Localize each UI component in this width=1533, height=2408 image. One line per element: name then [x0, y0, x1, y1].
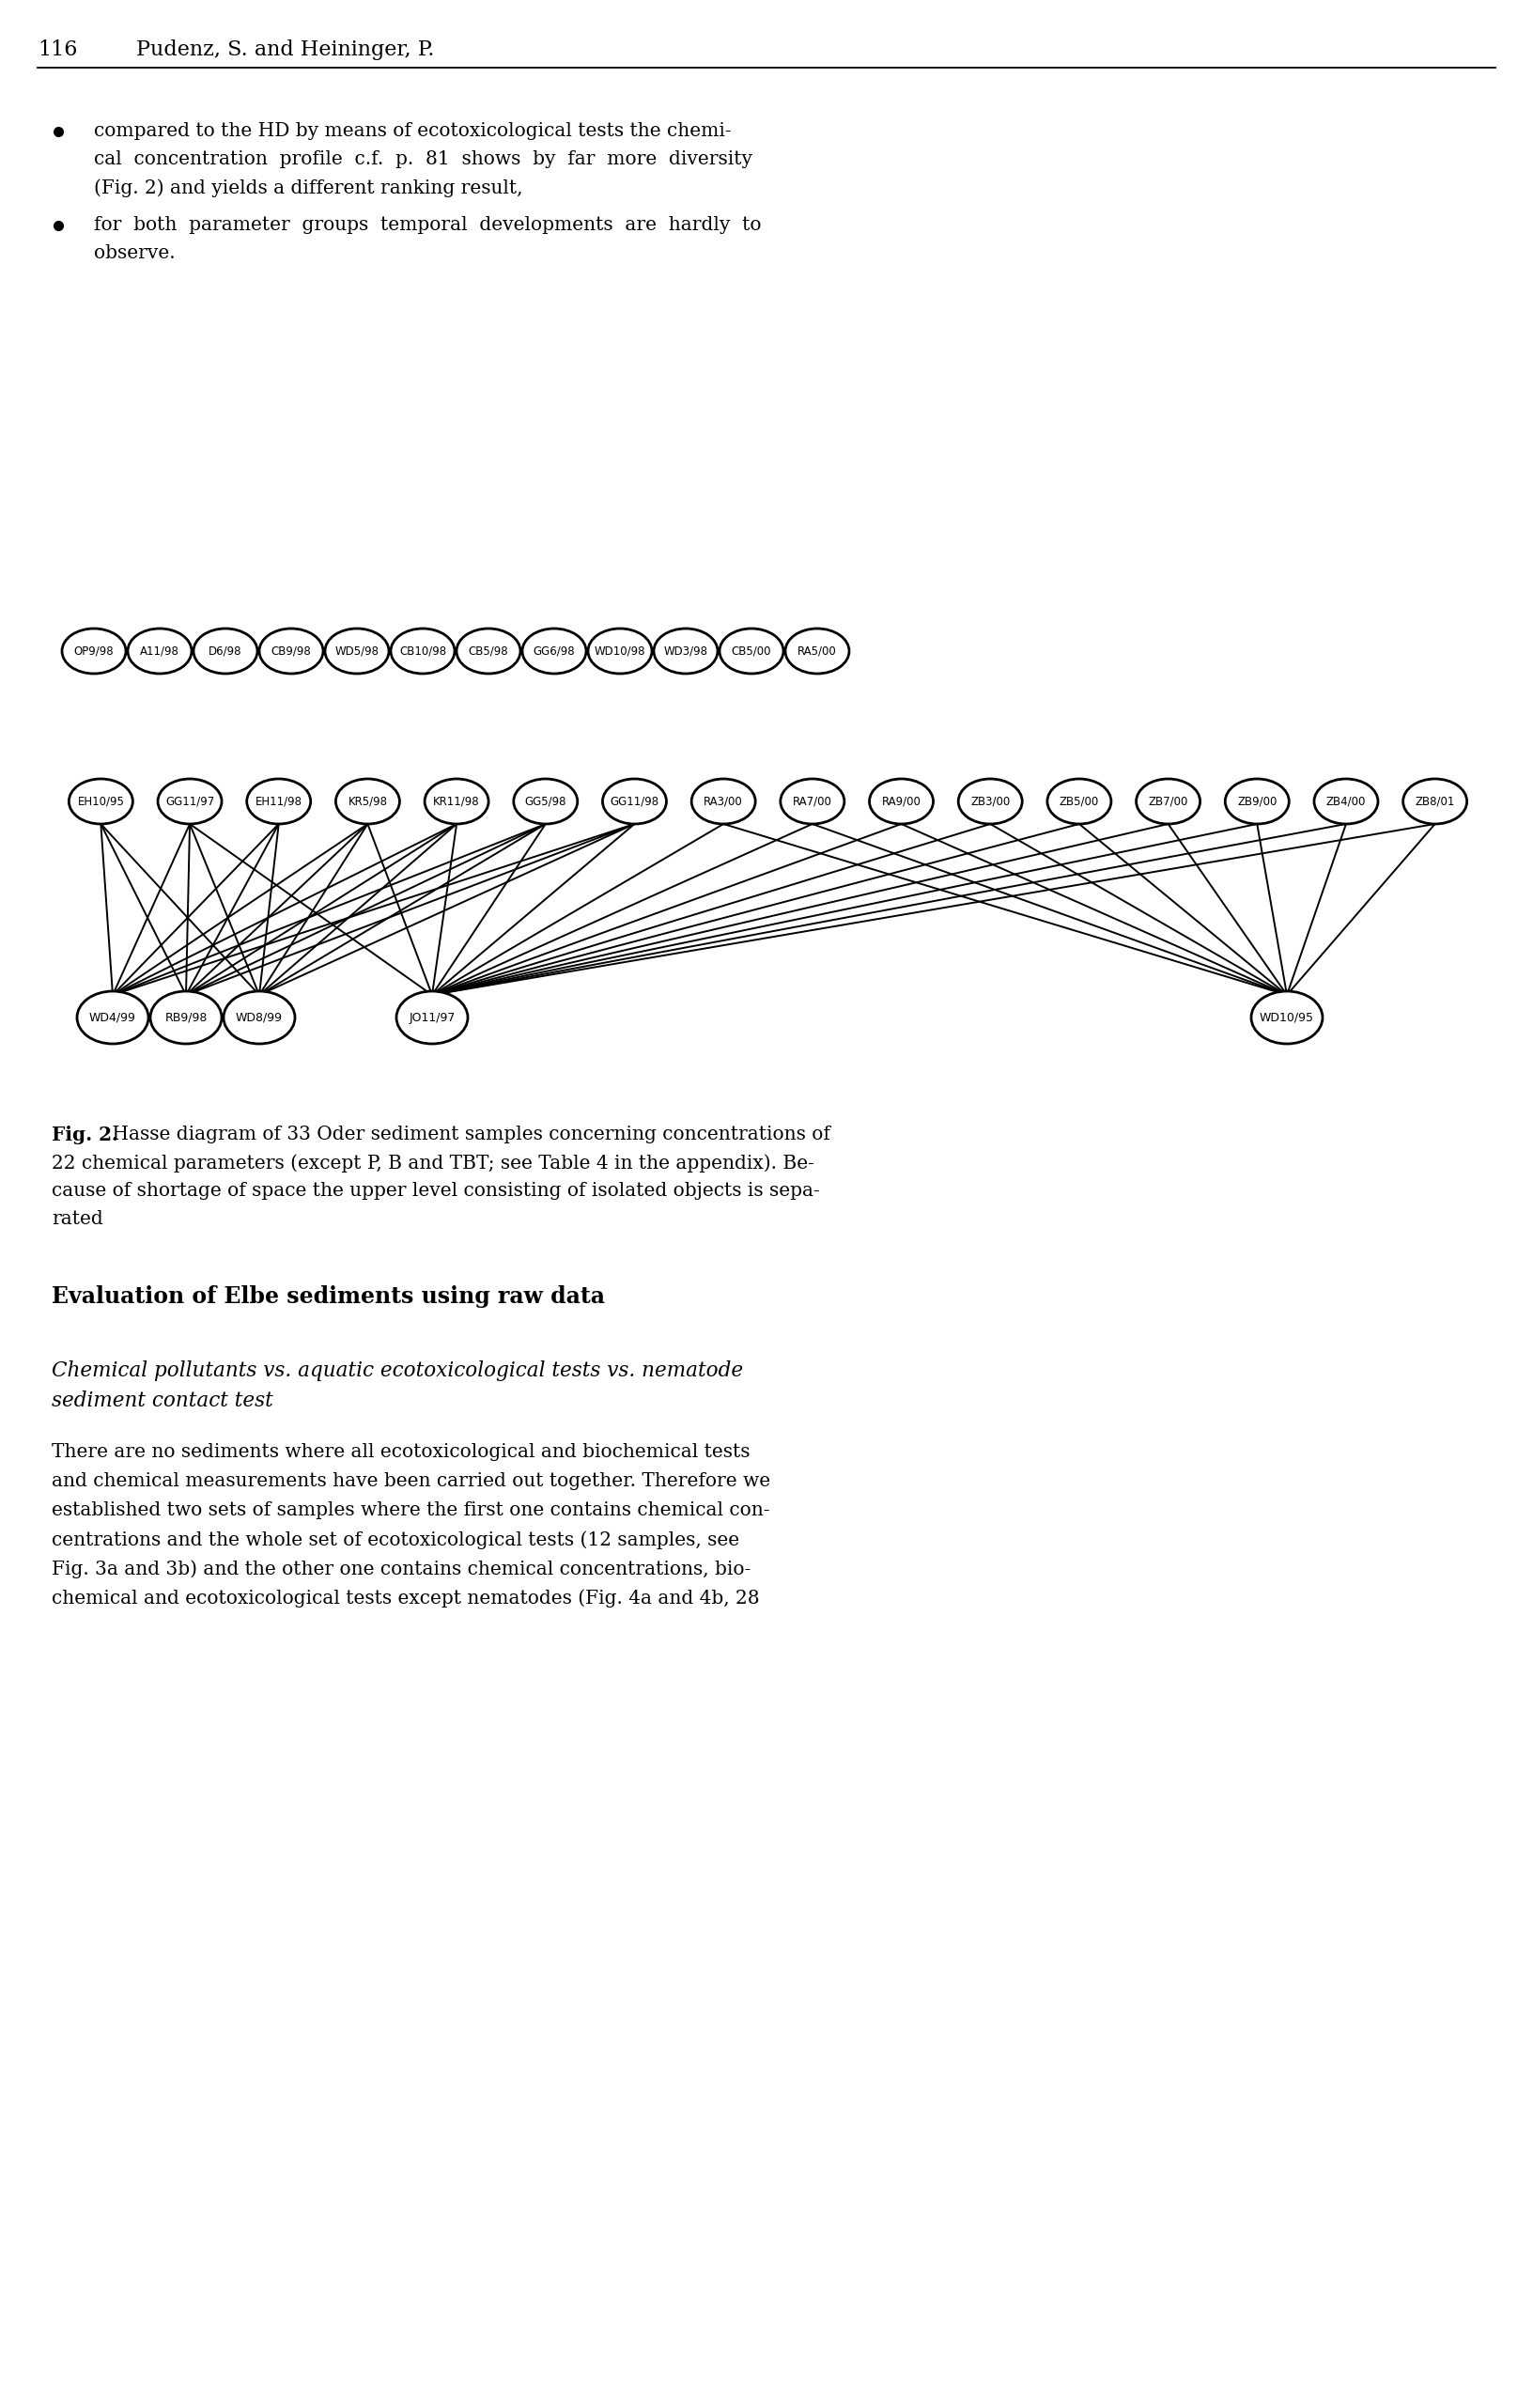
Text: CB10/98: CB10/98 [399, 645, 446, 657]
Text: WD10/98: WD10/98 [595, 645, 645, 657]
Ellipse shape [325, 628, 389, 674]
Text: cal  concentration  profile  c.f.  p.  81  shows  by  far  more  diversity: cal concentration profile c.f. p. 81 sho… [94, 149, 753, 169]
Text: Fig. 2.: Fig. 2. [52, 1125, 118, 1144]
Text: established two sets of samples where the first one contains chemical con-: established two sets of samples where th… [52, 1500, 770, 1519]
Text: CB5/98: CB5/98 [469, 645, 509, 657]
Text: Pudenz, S. and Heininger, P.: Pudenz, S. and Heininger, P. [136, 39, 434, 60]
Ellipse shape [589, 628, 652, 674]
Ellipse shape [719, 628, 783, 674]
Text: RB9/98: RB9/98 [164, 1011, 207, 1023]
Text: ZB9/00: ZB9/00 [1237, 795, 1277, 807]
Ellipse shape [397, 992, 468, 1043]
Ellipse shape [523, 628, 586, 674]
Text: CB5/00: CB5/00 [731, 645, 771, 657]
Text: Chemical pollutants vs. aquatic ecotoxicological tests vs. nematode: Chemical pollutants vs. aquatic ecotoxic… [52, 1361, 744, 1382]
Text: WD8/99: WD8/99 [236, 1011, 282, 1023]
Text: centrations and the whole set of ecotoxicological tests (12 samples, see: centrations and the whole set of ecotoxi… [52, 1531, 739, 1548]
Ellipse shape [193, 628, 258, 674]
Text: RA7/00: RA7/00 [793, 795, 832, 807]
Text: WD10/95: WD10/95 [1260, 1011, 1314, 1023]
Ellipse shape [785, 628, 849, 674]
Text: There are no sediments where all ecotoxicological and biochemical tests: There are no sediments where all ecotoxi… [52, 1442, 750, 1462]
Text: Fig. 3a and 3b) and the other one contains chemical concentrations, bio-: Fig. 3a and 3b) and the other one contai… [52, 1560, 751, 1577]
Text: ZB5/00: ZB5/00 [1059, 795, 1099, 807]
Text: Evaluation of Elbe sediments using raw data: Evaluation of Elbe sediments using raw d… [52, 1286, 606, 1308]
Ellipse shape [457, 628, 520, 674]
Ellipse shape [247, 778, 311, 824]
Text: 22 chemical parameters (except P, B and TBT; see Table 4 in the appendix). Be-: 22 chemical parameters (except P, B and … [52, 1153, 814, 1173]
Text: JO11/97: JO11/97 [409, 1011, 455, 1023]
Ellipse shape [77, 992, 149, 1043]
Text: cause of shortage of space the upper level consisting of isolated objects is sep: cause of shortage of space the upper lev… [52, 1182, 820, 1199]
Text: OP9/98: OP9/98 [74, 645, 113, 657]
Ellipse shape [127, 628, 192, 674]
Ellipse shape [61, 628, 126, 674]
Ellipse shape [336, 778, 400, 824]
Text: WD4/99: WD4/99 [89, 1011, 136, 1023]
Text: 116: 116 [38, 39, 77, 60]
Ellipse shape [780, 778, 845, 824]
Text: CB9/98: CB9/98 [271, 645, 311, 657]
Text: RA9/00: RA9/00 [881, 795, 921, 807]
Text: ZB4/00: ZB4/00 [1326, 795, 1366, 807]
Text: RA5/00: RA5/00 [797, 645, 837, 657]
Text: ZB3/00: ZB3/00 [970, 795, 1010, 807]
Text: sediment contact test: sediment contact test [52, 1389, 273, 1411]
Text: Hasse diagram of 33 Oder sediment samples concerning concentrations of: Hasse diagram of 33 Oder sediment sample… [106, 1125, 831, 1144]
Ellipse shape [391, 628, 455, 674]
Text: (Fig. 2) and yields a different ranking result,: (Fig. 2) and yields a different ranking … [94, 178, 523, 197]
Ellipse shape [1136, 778, 1200, 824]
Text: chemical and ecotoxicological tests except nematodes (Fig. 4a and 4b, 28: chemical and ecotoxicological tests exce… [52, 1589, 759, 1606]
Ellipse shape [602, 778, 667, 824]
Text: for  both  parameter  groups  temporal  developments  are  hardly  to: for both parameter groups temporal devel… [94, 217, 762, 234]
Ellipse shape [958, 778, 1023, 824]
Text: WD5/98: WD5/98 [334, 645, 379, 657]
Ellipse shape [869, 778, 934, 824]
Text: D6/98: D6/98 [208, 645, 242, 657]
Text: ZB7/00: ZB7/00 [1148, 795, 1188, 807]
Ellipse shape [150, 992, 222, 1043]
Ellipse shape [691, 778, 756, 824]
Ellipse shape [1314, 778, 1378, 824]
Ellipse shape [425, 778, 489, 824]
Text: ZB8/01: ZB8/01 [1415, 795, 1455, 807]
Ellipse shape [514, 778, 578, 824]
Text: KR11/98: KR11/98 [434, 795, 480, 807]
Text: A11/98: A11/98 [140, 645, 179, 657]
Text: GG5/98: GG5/98 [524, 795, 567, 807]
Text: WD3/98: WD3/98 [664, 645, 708, 657]
Text: EH10/95: EH10/95 [77, 795, 124, 807]
Ellipse shape [224, 992, 294, 1043]
Ellipse shape [653, 628, 717, 674]
Ellipse shape [69, 778, 133, 824]
Text: GG6/98: GG6/98 [533, 645, 575, 657]
Text: rated: rated [52, 1211, 103, 1228]
Ellipse shape [1251, 992, 1323, 1043]
Text: KR5/98: KR5/98 [348, 795, 388, 807]
Text: EH11/98: EH11/98 [254, 795, 302, 807]
Text: GG11/97: GG11/97 [166, 795, 215, 807]
Text: observe.: observe. [94, 243, 175, 262]
Ellipse shape [158, 778, 222, 824]
Ellipse shape [1403, 778, 1467, 824]
Text: and chemical measurements have been carried out together. Therefore we: and chemical measurements have been carr… [52, 1471, 771, 1491]
Text: RA3/00: RA3/00 [704, 795, 744, 807]
Ellipse shape [1047, 778, 1111, 824]
Text: GG11/98: GG11/98 [610, 795, 659, 807]
Ellipse shape [259, 628, 323, 674]
Text: compared to the HD by means of ecotoxicological tests the chemi-: compared to the HD by means of ecotoxico… [94, 123, 731, 140]
Ellipse shape [1225, 778, 1289, 824]
